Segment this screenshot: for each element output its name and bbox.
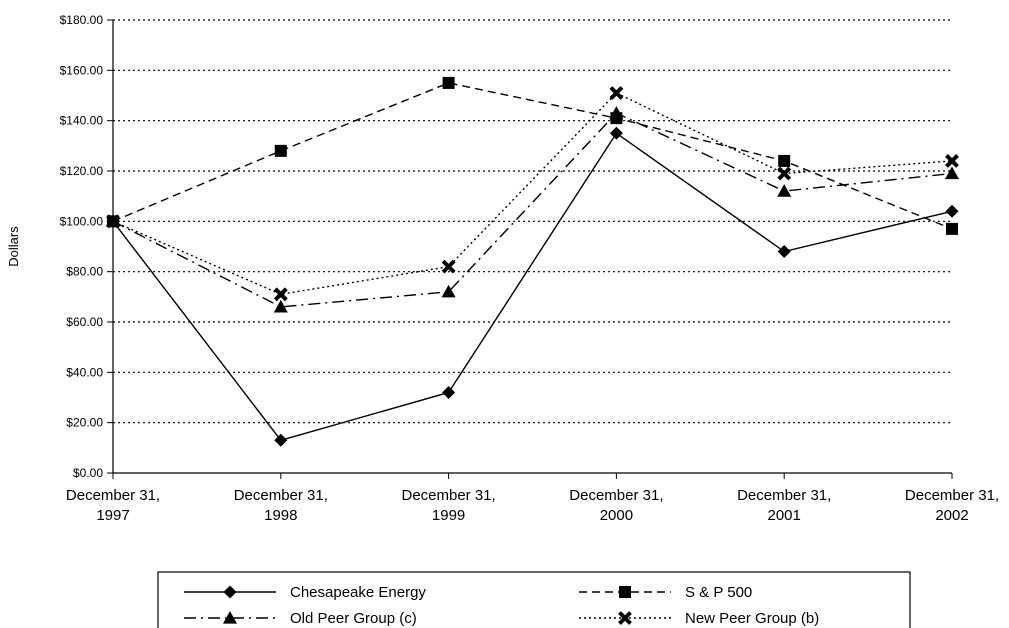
y-axis-label: Dollars [6,226,21,267]
x-tick-label: December 31, 2000 [569,487,663,524]
data-point [442,76,455,89]
legend-marker [223,585,237,599]
x-tick-label-line: 1997 [96,507,129,524]
data-point [609,126,623,140]
legend-box [157,571,911,628]
legend-label: Old Peer Group (c) [290,610,417,627]
data-point [777,245,791,259]
x-tick-label: December 31, 1999 [401,487,495,524]
legend: Chesapeake Energy S & P 500 Old Peer Group… [157,571,911,628]
series-3 [106,86,959,302]
data-point [441,284,456,298]
x-tick-label-line: December 31, [737,487,831,504]
legend-label: S & P 500 [685,584,752,601]
data-point [609,86,624,100]
grid-lines [113,19,952,424]
series-line [112,82,953,230]
legend-item: Chesapeake Energy [184,584,426,601]
x-tick-label-line: 2000 [600,507,633,524]
data-point [274,144,287,157]
x-tick-label-line: December 31, [569,487,663,504]
legend-marker [618,611,632,625]
x-tick-label-line: 1998 [264,507,297,524]
y-tick-label: $60.00 [66,315,103,329]
x-tick-label: December 31, 2001 [737,487,831,524]
legend-marker [619,586,631,598]
series-2 [106,106,959,313]
series-lines [106,76,959,447]
y-tick-label: $160.00 [60,63,104,77]
y-tick-label: $80.00 [66,265,103,279]
data-point [441,259,456,274]
series-1 [107,76,958,235]
x-tick-label: December 31, 2002 [905,487,999,524]
data-point [609,106,624,119]
data-point [442,385,456,399]
x-tick-label-line: December 31, [234,487,328,504]
data-point [946,222,958,235]
x-tick-label: December 31, 1997 [66,487,160,524]
x-tick-label-line: 2002 [935,507,968,524]
x-tick-label-line: December 31, [905,487,999,504]
y-tick-label: $100.00 [60,214,104,228]
x-tick-label-line: December 31, [401,487,495,504]
x-tick-label-line: December 31, [66,487,160,504]
y-tick-label: $180.00 [60,13,104,27]
legend-label: New Peer Group (b) [685,610,819,627]
axes [107,19,953,479]
data-point [777,184,792,197]
legend-item: S & P 500 [579,584,752,601]
y-tick-label: $120.00 [60,164,104,178]
data-point [778,154,791,167]
legend-marker [223,611,237,624]
data-point [273,287,288,302]
data-point [273,299,288,313]
series-line [112,132,953,442]
x-tick-label-line: 1999 [432,507,465,524]
legend-item: Old Peer Group (c) [184,610,417,627]
x-tick-label-line: 2001 [768,507,801,524]
y-tick-labels: $0.00 $20.00 $40.00 $60.00 $80.00 $100.00 $120… [60,13,104,480]
data-point [274,433,288,447]
data-point [106,214,120,229]
series-line [112,112,953,308]
y-tick-label: $40.00 [66,365,103,379]
series-0 [106,126,959,447]
data-point [945,204,959,218]
legend-label: Chesapeake Energy [290,584,426,601]
y-tick-label: $0.00 [73,466,103,480]
x-tick-label: December 31, 1998 [234,487,328,524]
data-point [945,166,959,180]
y-tick-label: $20.00 [66,416,103,430]
y-tick-label: $140.00 [60,114,104,128]
legend-item: New Peer Group (b) [579,610,819,627]
data-point [945,154,959,168]
data-point [777,166,792,181]
